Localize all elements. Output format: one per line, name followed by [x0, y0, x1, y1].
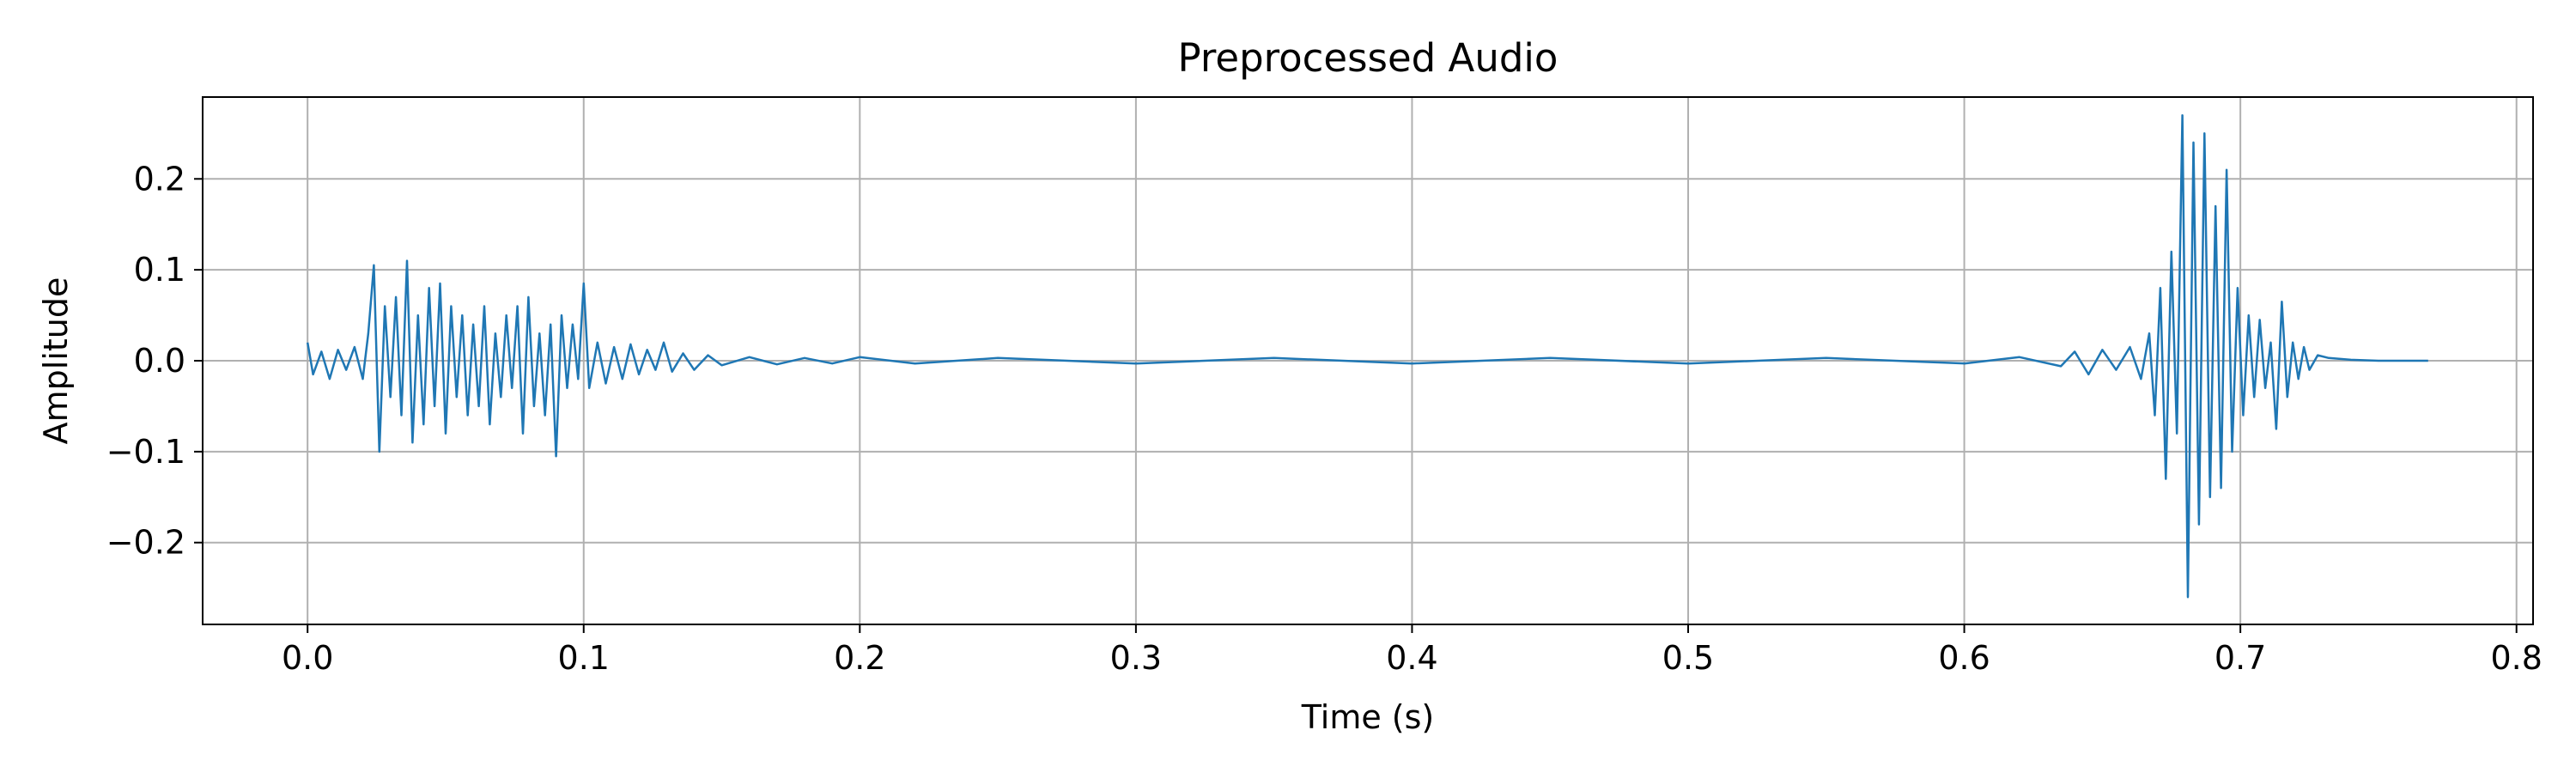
x-tick-label: 0.0	[282, 639, 333, 677]
grid	[203, 97, 2533, 624]
x-tick-label: 0.7	[2215, 639, 2266, 677]
y-tick-label: −0.2	[106, 524, 185, 562]
y-tick-label: 0.0	[134, 342, 185, 380]
x-tick-label: 0.5	[1662, 639, 1714, 677]
ticks: 0.0 0.1 0.2 0.3 0.4 0.5 0.6 0.7 0.8 −0.2 −0.1 0.0 0.…	[106, 160, 2543, 677]
x-tick-label: 0.8	[2490, 639, 2542, 677]
y-tick-label: 0.1	[134, 251, 185, 289]
waveform-series-line	[306, 113, 2428, 599]
series-layer	[306, 113, 2428, 599]
y-axis-title: Amplitude	[37, 277, 75, 445]
x-axis-title: Time (s)	[1301, 698, 1435, 736]
x-tick-label: 0.4	[1386, 639, 1437, 677]
x-tick-label: 0.1	[558, 639, 610, 677]
x-tick-label: 0.6	[1938, 639, 1990, 677]
chart-title: Preprocessed Audio	[1178, 35, 1558, 81]
x-tick-label: 0.3	[1110, 639, 1162, 677]
x-tick-label: 0.2	[834, 639, 885, 677]
y-tick-label: −0.1	[106, 433, 185, 471]
y-tick-label: 0.2	[134, 160, 185, 198]
